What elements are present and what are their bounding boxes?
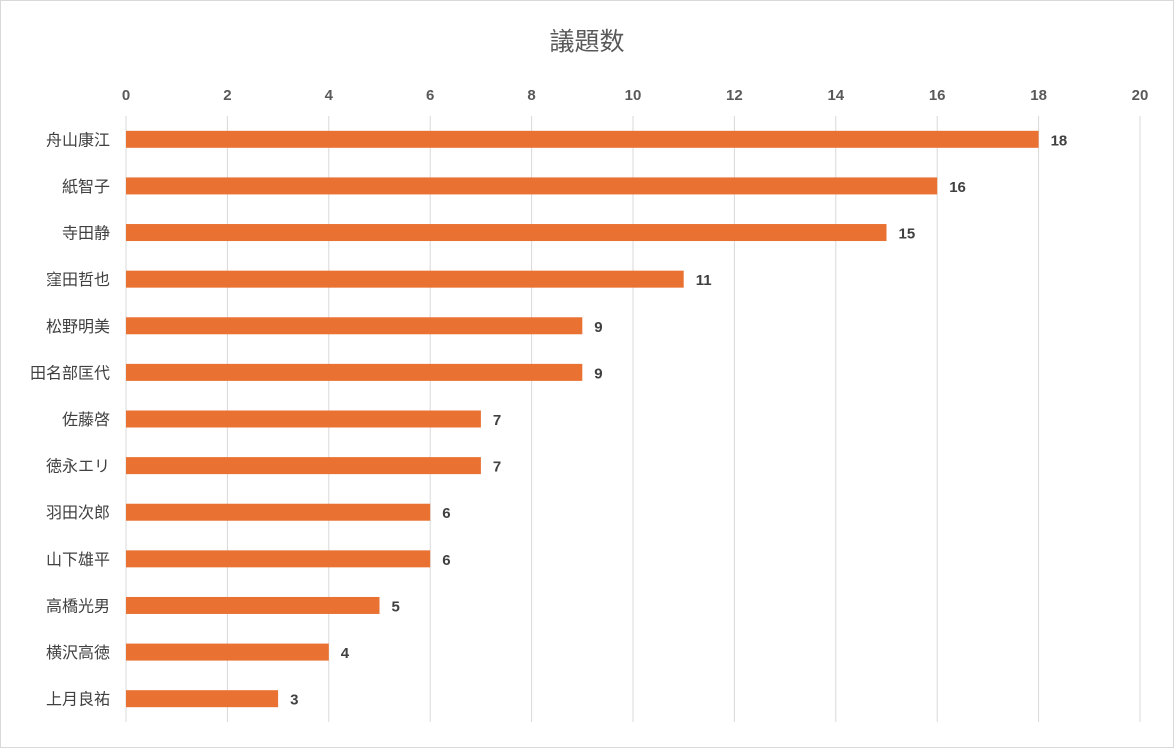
category-label: 田名部匡代 — [30, 363, 110, 382]
bar — [126, 457, 481, 475]
data-label: 6 — [442, 552, 450, 569]
data-labels: 18 16 15 11 9 9 7 7 6 6 5 4 3 — [290, 132, 1067, 708]
x-tick-label: 8 — [527, 87, 535, 104]
category-label: 高橋光男 — [46, 596, 110, 615]
chart-title: 議題数 — [549, 27, 625, 56]
x-tick-label: 18 — [1030, 87, 1047, 104]
category-label: 徳永エリ — [46, 457, 110, 476]
category-label: 上月良祐 — [46, 690, 110, 709]
bar — [126, 224, 887, 242]
data-label: 4 — [341, 645, 350, 662]
category-label: 紙智子 — [62, 177, 110, 196]
data-label: 7 — [493, 459, 501, 476]
x-tick-label: 0 — [122, 87, 130, 104]
x-tick-label: 12 — [726, 87, 743, 104]
data-label: 9 — [594, 319, 602, 336]
x-axis-ticks: 0 2 4 6 8 10 12 14 16 18 20 — [122, 87, 1149, 104]
x-tick-label: 14 — [827, 87, 844, 104]
bar — [126, 317, 583, 335]
data-label: 3 — [290, 692, 298, 709]
x-tick-label: 6 — [426, 87, 434, 104]
x-tick-label: 16 — [929, 87, 946, 104]
x-tick-label: 20 — [1132, 87, 1149, 104]
x-tick-label: 10 — [625, 87, 642, 104]
bar — [126, 410, 481, 428]
category-label: 松野明美 — [46, 317, 110, 336]
bar — [126, 363, 583, 381]
category-label: 山下雄平 — [46, 550, 110, 569]
category-label: 横沢高徳 — [46, 643, 110, 662]
bar — [126, 503, 431, 521]
data-label: 7 — [493, 412, 501, 429]
data-label: 11 — [696, 272, 712, 289]
data-label: 18 — [1051, 132, 1068, 149]
category-label: 寺田静 — [62, 224, 110, 243]
category-label: 舟山康江 — [46, 130, 110, 149]
bar — [126, 690, 279, 708]
category-labels: 舟山康江紙智子寺田静窪田哲也松野明美田名部匡代佐藤啓徳永エリ羽田次郎山下雄平高橋… — [30, 130, 110, 708]
bars — [126, 130, 1039, 708]
data-label: 9 — [594, 365, 602, 382]
bar — [126, 596, 380, 614]
bar — [126, 643, 329, 661]
x-tick-label: 4 — [325, 87, 334, 104]
bar — [126, 177, 938, 195]
category-label: 羽田次郎 — [46, 503, 110, 522]
x-tick-label: 2 — [223, 87, 231, 104]
data-label: 15 — [899, 226, 916, 243]
bar — [126, 550, 431, 568]
bar — [126, 270, 684, 288]
data-label: 16 — [949, 179, 966, 196]
gridlines — [125, 116, 1141, 722]
data-label: 5 — [392, 598, 400, 615]
data-label: 6 — [442, 505, 450, 522]
bar — [126, 130, 1039, 148]
category-label: 佐藤啓 — [62, 410, 110, 429]
category-label: 窪田哲也 — [46, 270, 110, 289]
